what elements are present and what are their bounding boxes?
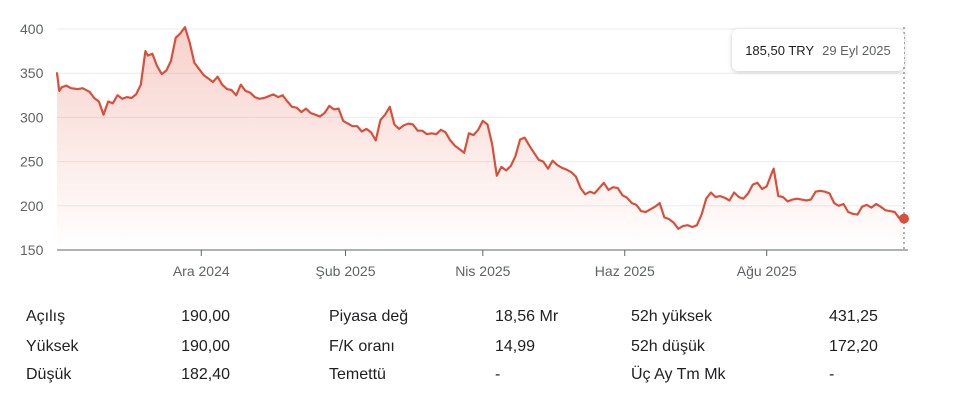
price-area <box>57 27 904 251</box>
y-tick-label: 400 <box>20 21 44 37</box>
stat-value-pe-ratio: 14,99 <box>495 338 536 355</box>
stat-value-dividend: - <box>495 366 501 383</box>
y-tick-label: 150 <box>20 242 44 258</box>
stat-value-open: 190,00 <box>181 308 230 325</box>
stat-value-high: 190,00 <box>181 338 230 355</box>
price-line <box>55 26 906 230</box>
stat-label-high: Yüksek <box>26 338 79 355</box>
stat-label-open: Açılış <box>26 308 66 325</box>
stat-label-market-cap: Piyasa değ <box>329 308 409 325</box>
y-tick-label: 350 <box>20 65 44 81</box>
price-tooltip: 185,50 TRY 29 Eyl 2025 <box>732 29 904 71</box>
stats-row: Açılış 190,00 Piyasa değ 18,56 Mr 52h yü… <box>0 304 960 330</box>
price-chart-svg: 400 350 300 250 200 150 Ara 2024 Şub 2025 Nis 20… <box>20 21 909 279</box>
tooltip-price: 185,50 TRY <box>745 42 815 58</box>
stat-value-52w-low: 172,20 <box>829 338 878 355</box>
x-tick-label: Şub 2025 <box>316 263 376 279</box>
tooltip-date: 29 Eyl 2025 <box>822 42 891 58</box>
stats-row: Düşük 182,40 Temettü - Üç Ay Tm Mk - <box>0 362 960 388</box>
price-chart[interactable]: 400 350 300 250 200 150 Ara 2024 Şub 2025 Nis 20… <box>0 0 960 290</box>
stat-label-pe-ratio: F/K oranı <box>329 338 395 355</box>
stat-label-dividend: Temettü <box>329 366 386 383</box>
stat-value-low: 182,40 <box>181 366 230 383</box>
y-tick-label: 250 <box>20 154 44 170</box>
x-tick-label: Haz 2025 <box>595 263 655 279</box>
x-tick-label: Ara 2024 <box>173 263 230 279</box>
y-tick-label: 300 <box>20 109 44 125</box>
x-tick-label: Ağu 2025 <box>737 263 797 279</box>
last-price-marker <box>899 213 909 224</box>
stat-label-low: Düşük <box>26 366 72 383</box>
stats-row: Yüksek 190,00 F/K oranı 14,99 52h düşük … <box>0 334 960 360</box>
stat-value-quarterly-dividend: - <box>829 366 835 383</box>
y-tick-label: 200 <box>20 198 44 214</box>
stat-label-52w-low: 52h düşük <box>631 338 705 355</box>
stat-value-52w-high: 431,25 <box>829 308 878 325</box>
x-tick-label: Nis 2025 <box>455 263 510 279</box>
stat-label-quarterly-dividend: Üç Ay Tm Mk <box>631 366 726 383</box>
stat-value-market-cap: 18,56 Mr <box>495 308 559 325</box>
stat-label-52w-high: 52h yüksek <box>631 308 712 325</box>
